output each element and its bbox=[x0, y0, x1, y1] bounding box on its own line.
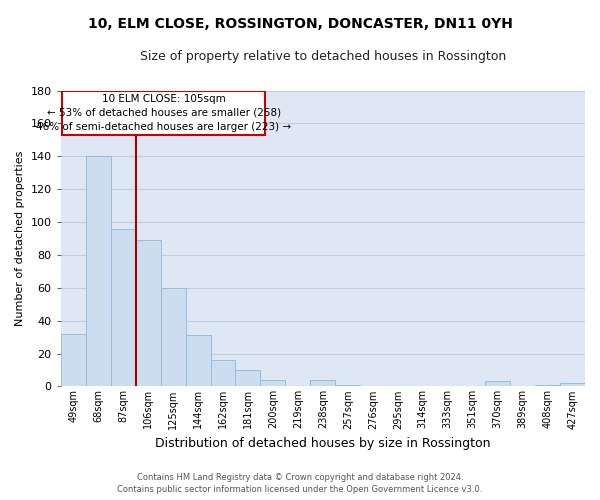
Text: Contains HM Land Registry data © Crown copyright and database right 2024.
Contai: Contains HM Land Registry data © Crown c… bbox=[118, 473, 482, 494]
Bar bbox=[86, 156, 110, 386]
Bar bbox=[136, 240, 161, 386]
Bar bbox=[335, 384, 361, 386]
Bar bbox=[310, 380, 335, 386]
Bar bbox=[61, 334, 86, 386]
Text: 10 ELM CLOSE: 105sqm
← 53% of detached houses are smaller (258)
46% of semi-deta: 10 ELM CLOSE: 105sqm ← 53% of detached h… bbox=[36, 94, 291, 132]
Bar bbox=[211, 360, 235, 386]
Bar bbox=[161, 288, 185, 386]
Bar bbox=[535, 384, 560, 386]
Bar bbox=[110, 228, 136, 386]
FancyBboxPatch shape bbox=[62, 90, 265, 135]
Bar bbox=[260, 380, 286, 386]
Bar bbox=[185, 336, 211, 386]
Title: Size of property relative to detached houses in Rossington: Size of property relative to detached ho… bbox=[140, 50, 506, 63]
Bar bbox=[560, 383, 585, 386]
Text: 10, ELM CLOSE, ROSSINGTON, DONCASTER, DN11 0YH: 10, ELM CLOSE, ROSSINGTON, DONCASTER, DN… bbox=[88, 18, 512, 32]
Bar bbox=[235, 370, 260, 386]
Bar bbox=[485, 382, 510, 386]
X-axis label: Distribution of detached houses by size in Rossington: Distribution of detached houses by size … bbox=[155, 437, 491, 450]
Y-axis label: Number of detached properties: Number of detached properties bbox=[15, 151, 25, 326]
